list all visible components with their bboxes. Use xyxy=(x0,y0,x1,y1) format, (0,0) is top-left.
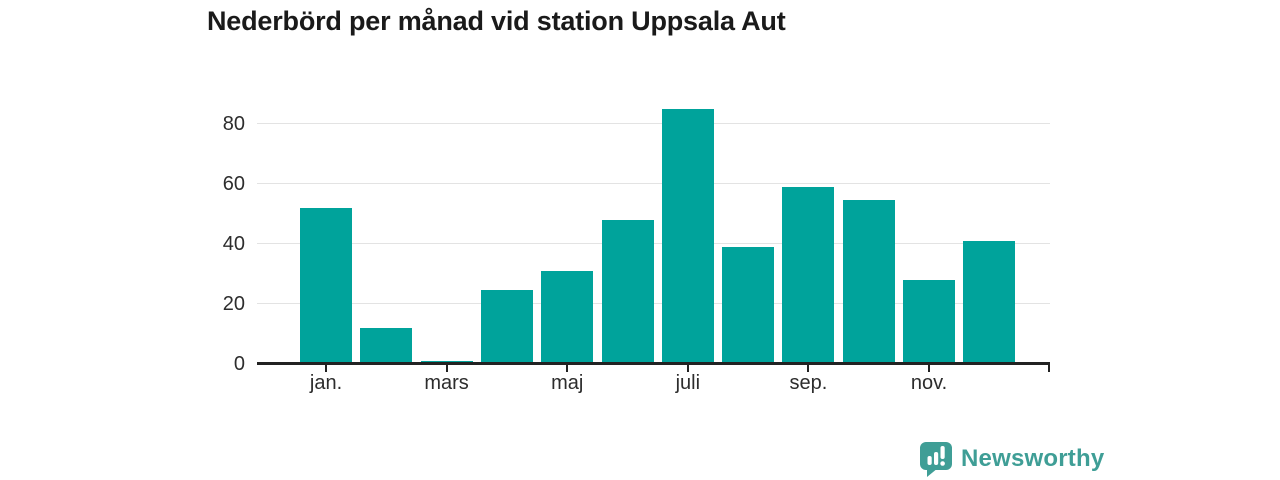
gridline-y40 xyxy=(257,243,1050,244)
x-axis-tick-label-maj: maj xyxy=(551,372,584,394)
gridline-y80 xyxy=(257,123,1050,124)
bar-month-10 xyxy=(842,200,895,364)
bar-month-5 xyxy=(541,271,594,364)
y-axis-tick-label: 20 xyxy=(222,293,245,315)
bar-month-9 xyxy=(782,187,835,364)
bar-month-11 xyxy=(903,280,955,364)
x-axis-line xyxy=(257,362,1050,365)
x-axis-tick-label-jan: jan. xyxy=(309,372,343,394)
y-axis-tick-label: 60 xyxy=(222,173,245,195)
bar-month-7 xyxy=(661,109,714,364)
newsworthy-logo: Newsworthy xyxy=(917,440,1104,478)
x-axis-tick-mars xyxy=(445,365,448,372)
y-axis-tick-label: 80 xyxy=(222,113,245,135)
bar-month-12 xyxy=(963,241,1016,364)
x-axis-tick-label-juli: juli xyxy=(675,372,701,394)
y-axis-tick-label: 40 xyxy=(222,233,245,255)
gridline-y60 xyxy=(257,183,1050,184)
bar-month-2 xyxy=(360,328,413,364)
x-axis-tick-nov xyxy=(928,365,930,372)
gridline-y20 xyxy=(257,303,1050,304)
x-axis-end-tick xyxy=(1048,362,1050,372)
bar-month-1 xyxy=(300,208,352,364)
x-axis-tick-jan xyxy=(325,365,327,372)
x-axis-tick-label-sep: sep. xyxy=(789,372,828,394)
bar-month-8 xyxy=(722,247,775,364)
x-axis-tick-label-mars: mars xyxy=(424,372,469,394)
newsworthy-logo-icon xyxy=(920,442,952,477)
y-axis-tick-label: 0 xyxy=(233,353,245,375)
bar-month-4 xyxy=(480,290,533,364)
bar-month-6 xyxy=(601,220,654,364)
chart-title: Nederbörd per månad vid station Uppsala … xyxy=(207,6,786,36)
newsworthy-logo-text: Newsworthy xyxy=(961,445,1105,472)
x-axis-tick-sep xyxy=(807,365,810,372)
x-axis-tick-label-nov: nov. xyxy=(910,372,948,394)
x-axis-tick-juli xyxy=(686,365,689,372)
x-axis-tick-maj xyxy=(566,365,569,372)
